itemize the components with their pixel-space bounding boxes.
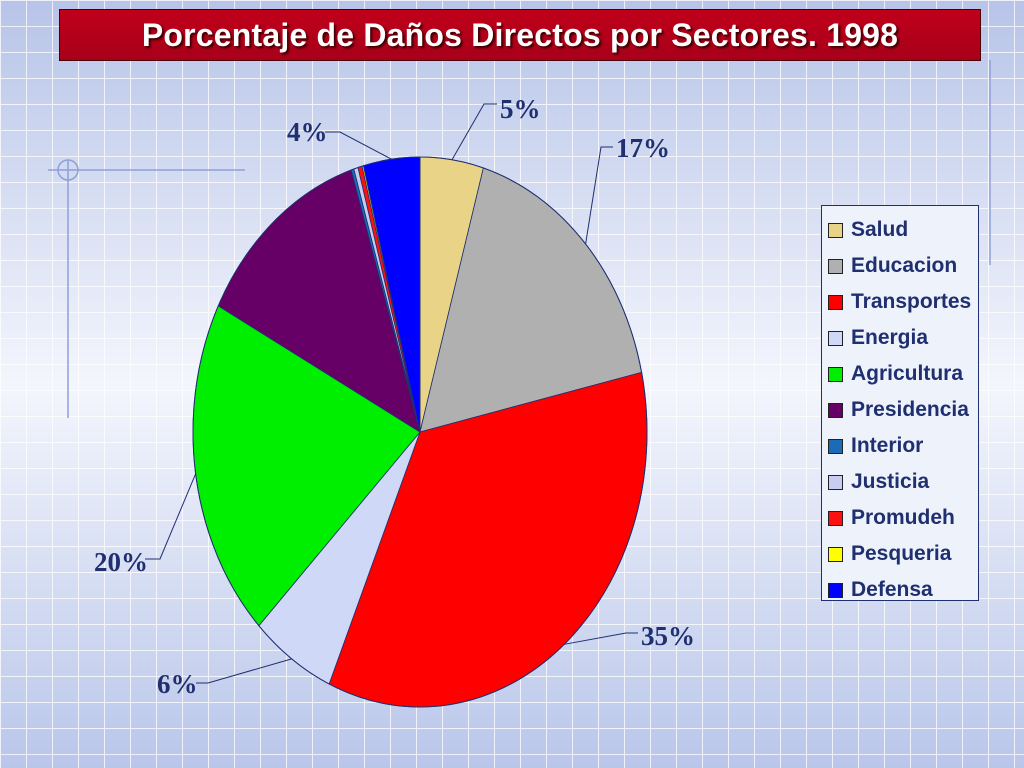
data-label-transportes: 35% bbox=[641, 621, 695, 651]
legend-swatch-salud bbox=[828, 222, 843, 238]
legend-swatch-defensa bbox=[828, 582, 843, 598]
data-label-defensa: 4% bbox=[287, 117, 328, 147]
page-title: Porcentaje de Daños Directos por Sectore… bbox=[141, 16, 899, 53]
legend-swatch-educacion bbox=[828, 258, 843, 274]
title-bar: Porcentaje de Daños Directos por Sectore… bbox=[59, 9, 981, 61]
legend-label-pesqueria: Pesqueria bbox=[851, 542, 952, 565]
legend-label-transportes: Transportes bbox=[851, 290, 972, 313]
decorative-crosshair bbox=[48, 60, 991, 418]
legend-item-promudeh: Promudeh bbox=[822, 500, 978, 536]
data-label-salud: 5% bbox=[500, 94, 541, 124]
legend-item-educacion: Educacion bbox=[822, 248, 978, 284]
legend-label-salud: Salud bbox=[851, 218, 909, 241]
leader-line-salud bbox=[451, 103, 497, 160]
legend-label-energia: Energia bbox=[851, 326, 929, 349]
legend-swatch-promudeh bbox=[828, 510, 843, 526]
legend-swatch-presidencia bbox=[828, 402, 843, 418]
legend-item-salud: Salud bbox=[822, 212, 978, 248]
legend-label-justicia: Justicia bbox=[851, 470, 930, 493]
data-label-energia: 6% bbox=[157, 669, 198, 699]
legend-label-interior: Interior bbox=[851, 434, 924, 457]
legend-item-transportes: Transportes bbox=[822, 284, 978, 320]
leader-line-energia bbox=[196, 658, 292, 684]
legend-swatch-energia bbox=[828, 330, 843, 346]
legend-swatch-justicia bbox=[828, 474, 843, 490]
legend-item-energia: Energia bbox=[822, 320, 978, 356]
data-label-educacion: 17% bbox=[616, 133, 670, 163]
pie-outline bbox=[192, 156, 648, 708]
legend-label-promudeh: Promudeh bbox=[851, 506, 955, 529]
legend-item-defensa: Defensa bbox=[822, 572, 978, 608]
leader-line-defensa bbox=[325, 131, 392, 160]
legend-item-justicia: Justicia bbox=[822, 464, 978, 500]
chart-legend: Salud Educacion Transportes Energia Agricult… bbox=[821, 205, 979, 601]
leader-line-transportes bbox=[564, 632, 638, 645]
legend-label-agricultura: Agricultura bbox=[851, 362, 964, 385]
legend-item-interior: Interior bbox=[822, 428, 978, 464]
legend-item-pesqueria: Pesqueria bbox=[822, 536, 978, 572]
legend-label-educacion: Educacion bbox=[851, 254, 958, 277]
legend-swatch-transportes bbox=[828, 294, 843, 310]
legend-label-presidencia: Presidencia bbox=[851, 398, 969, 421]
legend-label-defensa: Defensa bbox=[851, 578, 933, 601]
legend-swatch-pesqueria bbox=[828, 546, 843, 562]
legend-item-agricultura: Agricultura bbox=[822, 356, 978, 392]
data-label-agricultura: 20% bbox=[94, 547, 148, 577]
legend-swatch-agricultura bbox=[828, 366, 843, 382]
legend-swatch-interior bbox=[828, 438, 843, 454]
leader-line-educacion bbox=[585, 146, 613, 244]
legend-item-presidencia: Presidencia bbox=[822, 392, 978, 428]
leader-line-agricultura bbox=[145, 473, 197, 560]
